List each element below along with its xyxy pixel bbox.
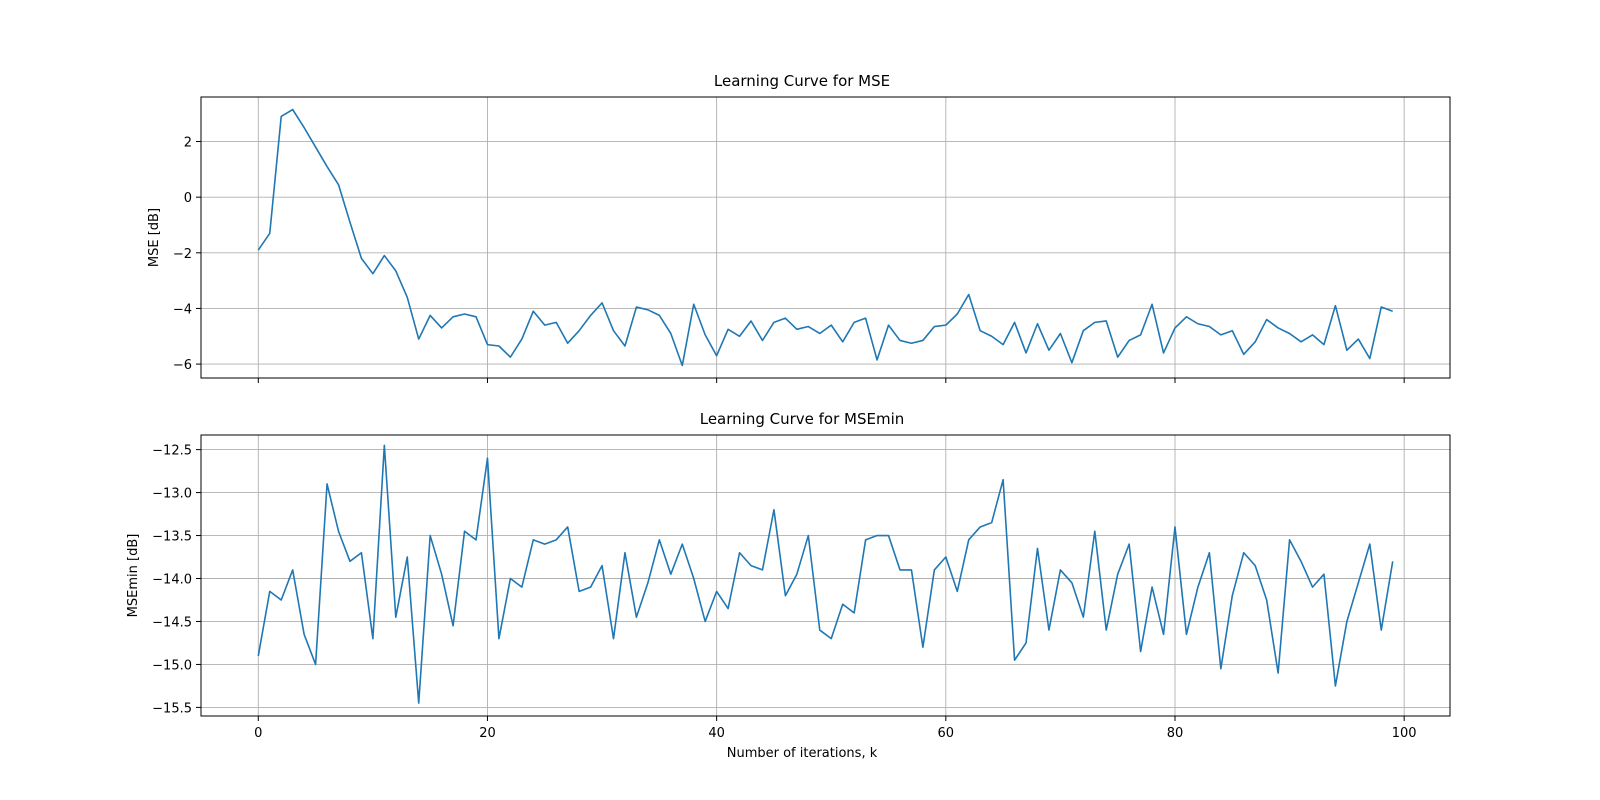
y-tick-label: −6 (173, 358, 192, 373)
y-tick-label: −2 (173, 247, 192, 262)
msemin-panel: Learning Curve for MSEmin 0 20 40 60 80 100 −1… (126, 410, 1451, 761)
y-axis-label: MSEmin [dB] (126, 534, 141, 618)
y-tick-label: −4 (173, 302, 192, 317)
y-tick-label: −12.5 (152, 444, 192, 459)
grid (201, 97, 1450, 378)
x-tick-label: 100 (1392, 726, 1417, 741)
x-tick-label: 60 (938, 726, 955, 741)
x-tick-label: 40 (708, 726, 725, 741)
chart-title: Learning Curve for MSEmin (700, 410, 905, 428)
x-tick-label: 20 (479, 726, 496, 741)
y-tick-label: −14.5 (152, 615, 192, 630)
chart-title: Learning Curve for MSE (714, 72, 890, 90)
series-line (257, 108, 1393, 367)
x-axis-label: Number of iterations, k (727, 746, 878, 761)
y-tick-label: 0 (184, 191, 192, 206)
mse-panel: Learning Curve for MSE −6 −4 −2 0 2 MSE [dB] (147, 72, 1451, 383)
axes-frame (200, 96, 1451, 379)
grid (201, 435, 1450, 716)
y-tick-label: −13.0 (152, 487, 192, 502)
y-tick-label: −15.5 (152, 701, 192, 716)
x-tick-label: 80 (1167, 726, 1184, 741)
y-axis-label: MSE [dB] (147, 208, 162, 267)
y-tick-label: −13.5 (152, 530, 192, 545)
ticks: 0 20 40 60 80 100 −15.5 −15.0 −14.5 −14.0 −13.5 −13… (152, 444, 1416, 741)
y-tick-label: −15.0 (152, 658, 192, 673)
y-tick-label: 2 (184, 136, 192, 151)
ticks: −6 −4 −2 0 2 (173, 136, 1405, 383)
axes-frame (200, 434, 1451, 717)
y-tick-label: −14.0 (152, 573, 192, 588)
series-line (257, 444, 1394, 704)
x-tick-label: 0 (254, 726, 262, 741)
